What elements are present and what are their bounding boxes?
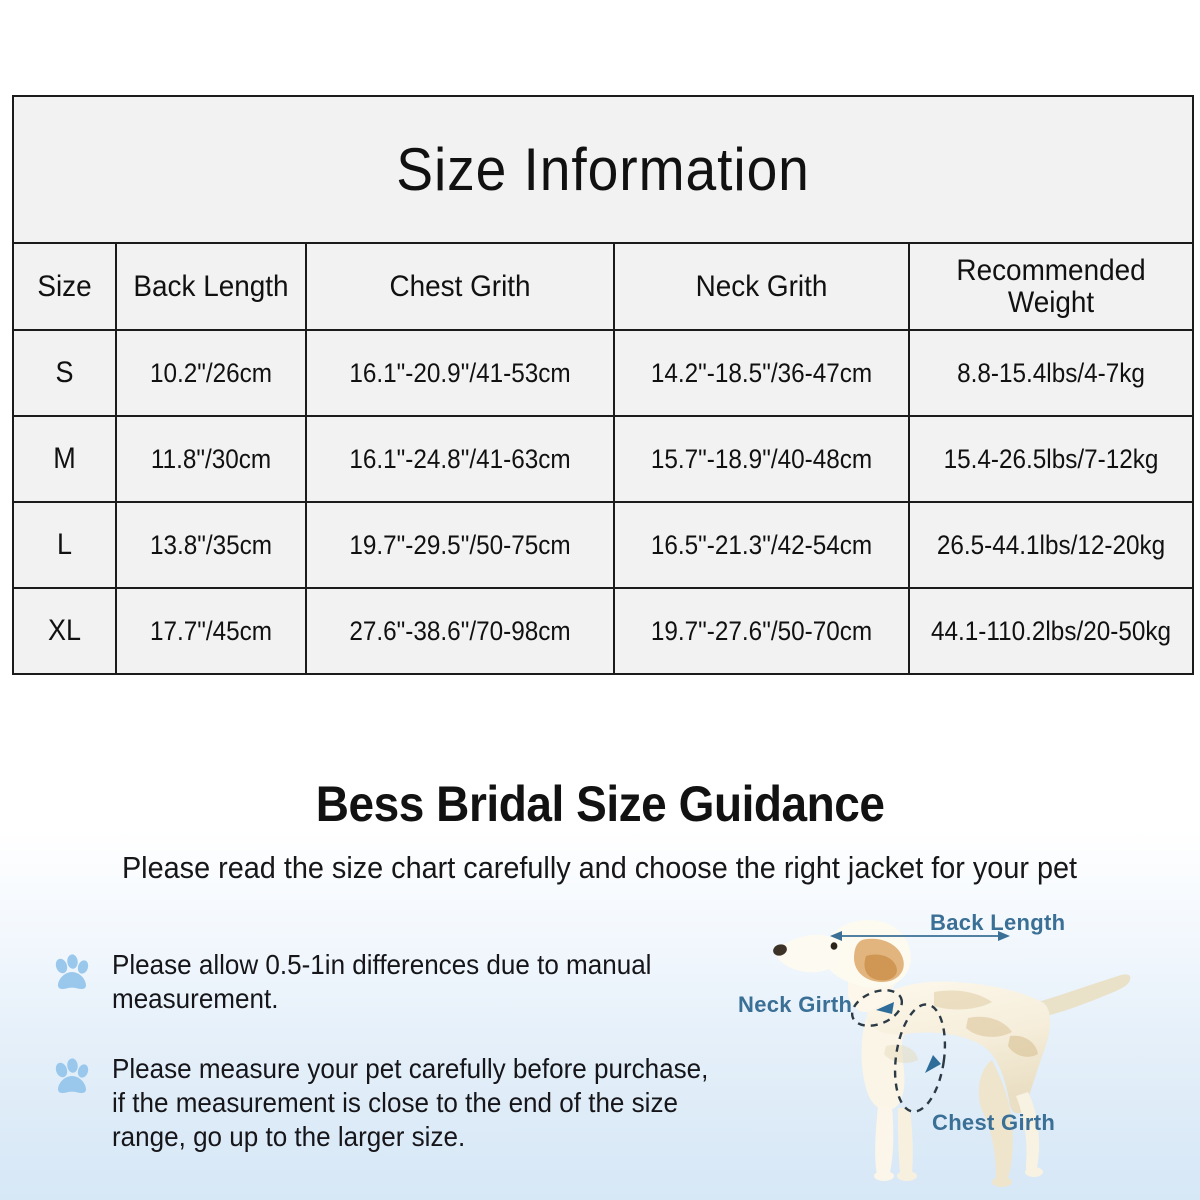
column-header-neck-grith: Neck Grith (613, 242, 910, 331)
chest-girth-indicator (893, 1003, 947, 1113)
cell-neck-grith: 14.2"-18.5"/36-47cm (613, 329, 910, 417)
cell-back-length: 13.8"/35cm (115, 501, 307, 589)
column-header-back-length: Back Length (115, 242, 307, 331)
cell-size: XL (12, 587, 117, 675)
column-header-size: Size (12, 242, 117, 331)
table-row: S 10.2"/26cm 16.1"-20.9"/41-53cm 14.2"-1… (12, 329, 1195, 417)
cell-back-length: 10.2"/26cm (115, 329, 307, 417)
cell-neck-grith: 19.7"-27.6"/50-70cm (613, 587, 910, 675)
column-header-chest-grith: Chest Grith (305, 242, 615, 331)
cell-size: L (12, 501, 117, 589)
guidance-note-text: Please measure your pet carefully before… (112, 1053, 709, 1153)
cell-back-length: 11.8"/30cm (115, 415, 307, 503)
cell-recommended-weight: 26.5-44.1lbs/12-20kg (907, 501, 1195, 589)
cell-recommended-weight: 44.1-110.2lbs/20-50kg (907, 587, 1195, 675)
table-header-row: Size Back Length Chest Grith Neck Grith … (12, 242, 1195, 331)
paw-icon (48, 1056, 94, 1107)
guidance-note: Please measure your pet carefully before… (48, 1052, 788, 1154)
cell-neck-grith: 16.5"-21.3"/42-54cm (613, 501, 910, 589)
cell-size: M (12, 415, 117, 503)
label-chest-girth: Chest Girth (932, 1110, 1056, 1135)
cell-recommended-weight: 8.8-15.4lbs/4-7kg (907, 329, 1195, 417)
cell-size: S (12, 329, 117, 417)
dog-measurement-illustration: Back Length Neck Girth Chest Girth (720, 910, 1200, 1200)
table-title-row: Size Information (13, 95, 1193, 244)
table-title-text: Size Information (396, 136, 810, 203)
table-row: L 13.8"/35cm 19.7"-29.5"/50-75cm 16.5"-2… (12, 501, 1195, 589)
cell-chest-grith: 19.7"-29.5"/50-75cm (305, 501, 615, 589)
guidance-heading: Bess Bridal Size Guidance (315, 776, 885, 832)
size-information-table: Size Information Size Back Length Chest … (12, 95, 1195, 675)
cell-chest-grith: 16.1"-24.8"/41-63cm (305, 415, 615, 503)
guidance-note: Please allow 0.5-1in differences due to … (48, 948, 748, 1016)
size-guidance-panel: Bess Bridal Size Guidance Please read th… (0, 700, 1200, 1200)
back-length-arrow (830, 931, 1010, 941)
dog-body-art (773, 920, 1131, 1187)
table-row: XL 17.7"/45cm 27.6"-38.6"/70-98cm 19.7"-… (12, 587, 1195, 675)
guidance-subheading: Please read the size chart carefully and… (122, 850, 1078, 885)
label-back-length: Back Length (930, 910, 1066, 935)
cell-chest-grith: 16.1"-20.9"/41-53cm (305, 329, 615, 417)
table-row: M 11.8"/30cm 16.1"-24.8"/41-63cm 15.7"-1… (12, 415, 1195, 503)
cell-chest-grith: 27.6"-38.6"/70-98cm (305, 587, 615, 675)
cell-neck-grith: 15.7"-18.9"/40-48cm (613, 415, 910, 503)
column-header-recommended-weight: Recommended Weight (907, 242, 1195, 331)
neck-girth-indicator (850, 989, 904, 1027)
guidance-note-text: Please allow 0.5-1in differences due to … (112, 949, 652, 1015)
cell-recommended-weight: 15.4-26.5lbs/7-12kg (907, 415, 1195, 503)
dog-illustration-svg (773, 920, 1131, 1187)
paw-icon (48, 952, 94, 1003)
cell-back-length: 17.7"/45cm (115, 587, 307, 675)
size-information-table-container: Size Information Size Back Length Chest … (12, 95, 1195, 675)
table-title: Size Information (59, 95, 1147, 244)
label-neck-girth: Neck Girth (738, 992, 853, 1017)
